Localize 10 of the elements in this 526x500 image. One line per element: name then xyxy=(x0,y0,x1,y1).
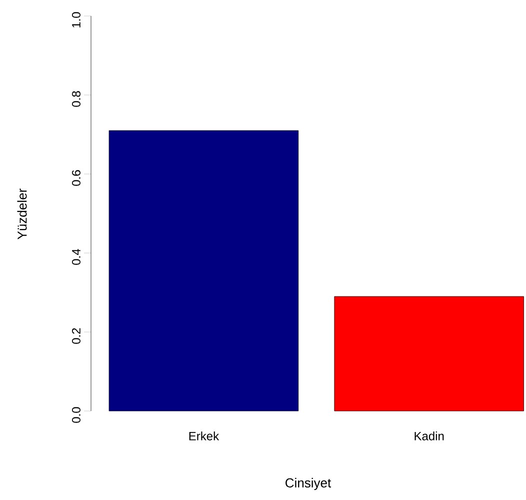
y-tick-label: 1.0 xyxy=(72,12,80,28)
y-axis-title: Yüzdeler xyxy=(17,188,27,240)
x-tick-label: Kadin xyxy=(414,432,444,440)
y-tick-label: 0.4 xyxy=(72,249,80,265)
y-tick-label: 0.6 xyxy=(72,170,80,186)
x-tick-label: Erkek xyxy=(189,432,220,440)
y-tick-label: 0.2 xyxy=(72,328,80,344)
x-axis-title: Cinsiyet xyxy=(286,478,332,490)
y-tick-label: 0.8 xyxy=(72,91,80,107)
y-tick-label: 0.0 xyxy=(72,407,80,423)
